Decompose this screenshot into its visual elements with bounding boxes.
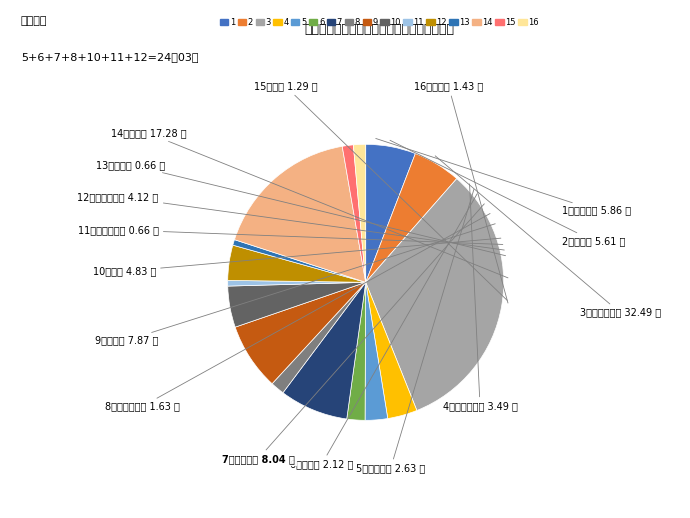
Text: 2食べ残し 5.61 ％: 2食べ残し 5.61 ％ <box>390 140 625 246</box>
Wedge shape <box>233 240 366 282</box>
Text: 9紙おむつ 7.87 ％: 9紙おむつ 7.87 ％ <box>95 224 495 346</box>
Text: 10繊維類 4.83 ％: 10繊維類 4.83 ％ <box>92 238 501 276</box>
Wedge shape <box>353 145 366 282</box>
Text: 16不燃ごみ 1.43 ％: 16不燃ごみ 1.43 ％ <box>414 81 508 303</box>
Wedge shape <box>366 282 417 419</box>
Text: 1未利用食品 5.86 ％: 1未利用食品 5.86 ％ <box>376 138 631 215</box>
Text: 7雑誌・雑紙 8.04 ％: 7雑誌・雑紙 8.04 ％ <box>221 204 484 464</box>
Legend: 1, 2, 3, 4, 5, 6, 7, 8, 9, 10, 11, 12, 13, 14, 15, 16: 1, 2, 3, 4, 5, 6, 7, 8, 9, 10, 11, 12, 1… <box>217 15 542 30</box>
Wedge shape <box>228 282 366 327</box>
Wedge shape <box>235 146 366 282</box>
Text: 令和２年度生活系燃えるごみ組成調査（％）: 令和２年度生活系燃えるごみ組成調査（％） <box>304 23 455 36</box>
Wedge shape <box>366 179 504 410</box>
Text: 11ペットボトル 0.66 ％: 11ペットボトル 0.66 ％ <box>78 225 503 244</box>
Wedge shape <box>366 145 415 282</box>
Wedge shape <box>283 282 366 419</box>
Wedge shape <box>228 280 366 286</box>
Wedge shape <box>235 282 366 384</box>
Text: 14可燃ごみ 17.28 ％: 14可燃ごみ 17.28 ％ <box>110 128 508 278</box>
Text: 資源物計: 資源物計 <box>21 16 47 25</box>
Text: 4刈草・剪定枝 3.49 ％: 4刈草・剪定枝 3.49 ％ <box>442 184 518 411</box>
Text: 13硬質プラ 0.66 ％: 13硬質プラ 0.66 ％ <box>97 160 506 256</box>
Wedge shape <box>347 282 366 420</box>
Text: 15禁忌品 1.29 ％: 15禁忌品 1.29 ％ <box>254 81 507 300</box>
Text: 5+6+7+8+10+11+12=24．03％: 5+6+7+8+10+11+12=24．03％ <box>21 52 198 62</box>
Wedge shape <box>228 245 366 282</box>
Text: 8新聞・チラシ 1.63 ％: 8新聞・チラシ 1.63 ％ <box>104 213 490 411</box>
Text: 12容器包装プラ 4.12 ％: 12容器包装プラ 4.12 ％ <box>77 192 504 250</box>
Wedge shape <box>365 282 388 420</box>
Wedge shape <box>366 153 457 282</box>
Wedge shape <box>272 282 366 393</box>
Text: 5ダンボール 2.63 ％: 5ダンボール 2.63 ％ <box>356 190 474 473</box>
Text: 6紙パック 2.12 ％: 6紙パック 2.12 ％ <box>290 194 477 469</box>
Wedge shape <box>342 145 366 282</box>
Text: 3その他生ごみ 32.49 ％: 3その他生ごみ 32.49 ％ <box>435 156 661 318</box>
